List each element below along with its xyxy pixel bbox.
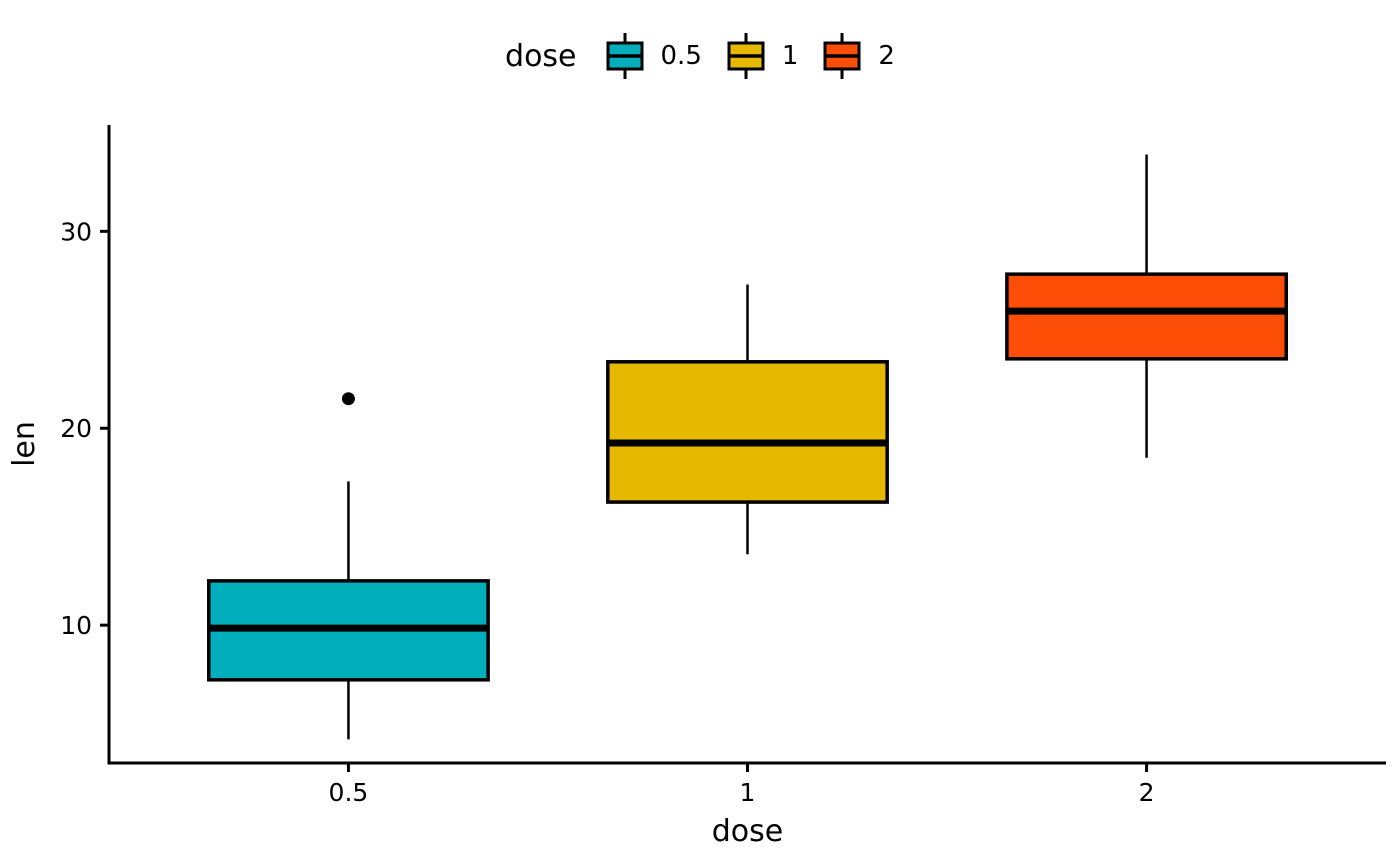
- x-tick-label: 1: [740, 778, 756, 807]
- legend-key-boxplot-icon: [606, 33, 644, 79]
- outlier-point-dose-0.5: [341, 392, 355, 406]
- legend-title: dose: [505, 38, 577, 74]
- legend-key-boxplot-icon: [823, 33, 861, 79]
- legend-label: 1: [781, 41, 799, 71]
- legend: dose 0.5 1: [0, 31, 1400, 81]
- y-axis-title: len: [7, 421, 42, 467]
- box-dose-1: [606, 360, 889, 504]
- y-tick-label: 10: [60, 611, 92, 640]
- legend-item-dose-0.5: 0.5: [605, 33, 702, 79]
- y-tick-label: 20: [60, 414, 92, 443]
- x-tick-label: 2: [1139, 778, 1155, 807]
- legend-item-dose-1: 1: [726, 33, 799, 79]
- legend-item-dose-2: 2: [822, 33, 895, 79]
- y-tick-label: 30: [60, 217, 92, 246]
- x-tick-label: 0.5: [329, 778, 369, 807]
- legend-label: 2: [878, 41, 895, 71]
- legend-label: 0.5: [660, 41, 702, 71]
- x-axis-title: dose: [712, 814, 783, 849]
- legend-key-boxplot-icon: [727, 33, 765, 79]
- box-dose-2: [1005, 272, 1288, 361]
